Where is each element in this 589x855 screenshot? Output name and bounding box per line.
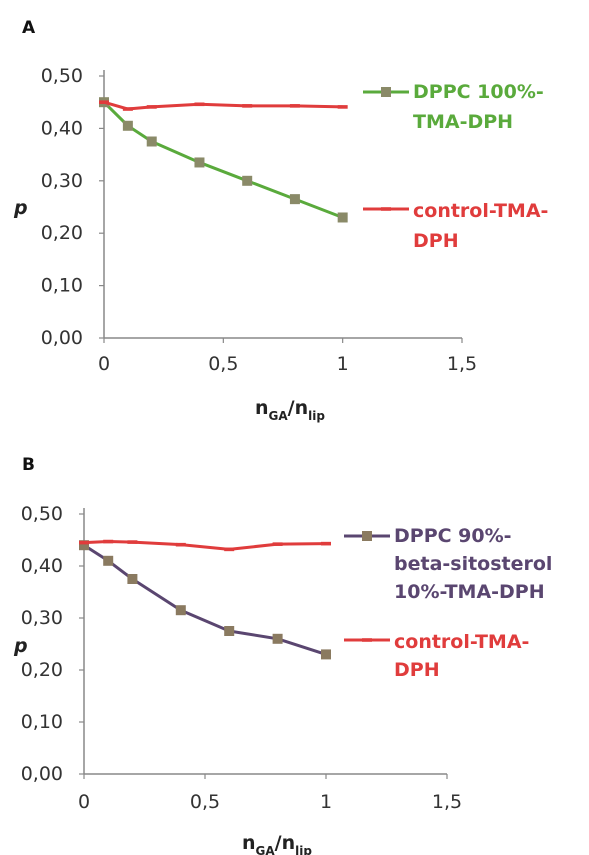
legend-entry-text: DPH <box>394 659 440 681</box>
legend-entry-text: DPPC 90%- <box>394 525 512 547</box>
legend-entry-text: 10%-TMA-DPH <box>394 581 545 603</box>
x-tick-label: 0 <box>78 791 90 813</box>
y-tick-label: 0,30 <box>41 170 83 192</box>
data-point-marker <box>289 194 300 205</box>
y-tick-label: 0,10 <box>41 275 83 297</box>
y-tick-label: 0,10 <box>21 711 63 733</box>
series-line-1 <box>102 101 344 219</box>
data-point-marker <box>194 157 205 168</box>
legend-entry-text: control-TMA- <box>394 631 529 653</box>
data-point-marker <box>127 540 138 544</box>
x-tick-label: 0,5 <box>208 353 238 375</box>
y-tick-label: 0,50 <box>21 503 63 525</box>
data-point-marker <box>175 605 186 616</box>
x-tick-label: 1 <box>337 353 349 375</box>
data-point-marker <box>321 541 331 546</box>
legend-entry-text: DPPC 100%- <box>413 81 544 103</box>
y-tick-label: 0,20 <box>41 222 83 244</box>
y-axis-label: p <box>13 635 28 657</box>
legend-marker <box>381 87 391 97</box>
y-tick-label: 0,30 <box>21 607 63 629</box>
legend-entry-text: DPH <box>413 230 459 252</box>
data-point-marker <box>79 540 89 545</box>
legend-marker <box>362 638 372 642</box>
y-tick-label: 0,00 <box>21 763 63 785</box>
y-tick-label: 0,40 <box>21 555 63 577</box>
data-point-marker <box>146 136 157 147</box>
data-point-marker <box>122 120 133 131</box>
data-point-marker <box>103 555 114 566</box>
x-axis-label: nGA/nlip <box>255 397 325 423</box>
data-point-marker <box>272 633 283 644</box>
panel-label: B <box>22 455 35 475</box>
data-point-marker <box>175 542 186 547</box>
data-point-marker <box>337 105 348 109</box>
data-point-marker <box>103 539 114 544</box>
data-point-marker <box>127 574 138 584</box>
series-line-2 <box>103 100 343 111</box>
chart-panel-a: A 0,00 0,10 0,20 0,30 0,40 0,50 0 0,5 1 1,5 p nGA/nl… <box>13 18 548 423</box>
x-tick-label: 1 <box>320 791 332 813</box>
legend-entry-text: control-TMA- <box>413 200 548 222</box>
y-tick-label: 0,50 <box>41 65 83 87</box>
series-line-1 <box>83 543 327 656</box>
y-axis-label: p <box>13 197 28 219</box>
legend-marker <box>362 531 372 541</box>
data-point-marker <box>321 649 331 660</box>
y-tick-label: 0,40 <box>41 117 83 139</box>
data-point-marker <box>122 107 133 111</box>
data-point-marker <box>272 542 283 546</box>
data-point-marker <box>194 102 205 107</box>
x-axis-label: nGA/nlip <box>242 832 312 855</box>
panel-label: A <box>22 18 36 38</box>
data-point-marker <box>99 100 109 104</box>
legend-entry-text: beta-sitosterol <box>394 553 552 575</box>
y-tick-label: 0,00 <box>41 327 83 349</box>
x-tick-label: 1,5 <box>447 353 477 375</box>
data-point-marker <box>242 104 253 108</box>
legend-entry-text: TMA-DPH <box>413 111 513 133</box>
x-tick-label: 0 <box>98 353 110 375</box>
chart-panel-b: B 0,00 0,10 0,20 0,30 0,40 0,50 0 0,5 1 1,5 p nGA/nl… <box>13 455 552 855</box>
y-tick-label: 0,20 <box>21 659 63 681</box>
series-line-2 <box>83 540 327 551</box>
data-point-marker <box>146 105 157 109</box>
x-tick-label: 1,5 <box>432 791 462 813</box>
data-point-marker <box>224 547 235 552</box>
data-point-marker <box>79 540 89 551</box>
data-point-marker <box>337 212 348 223</box>
x-tick-label: 0,5 <box>190 791 220 813</box>
data-point-marker <box>224 626 235 636</box>
data-point-marker <box>242 175 253 186</box>
data-point-marker <box>289 104 300 108</box>
legend-marker <box>381 207 391 211</box>
